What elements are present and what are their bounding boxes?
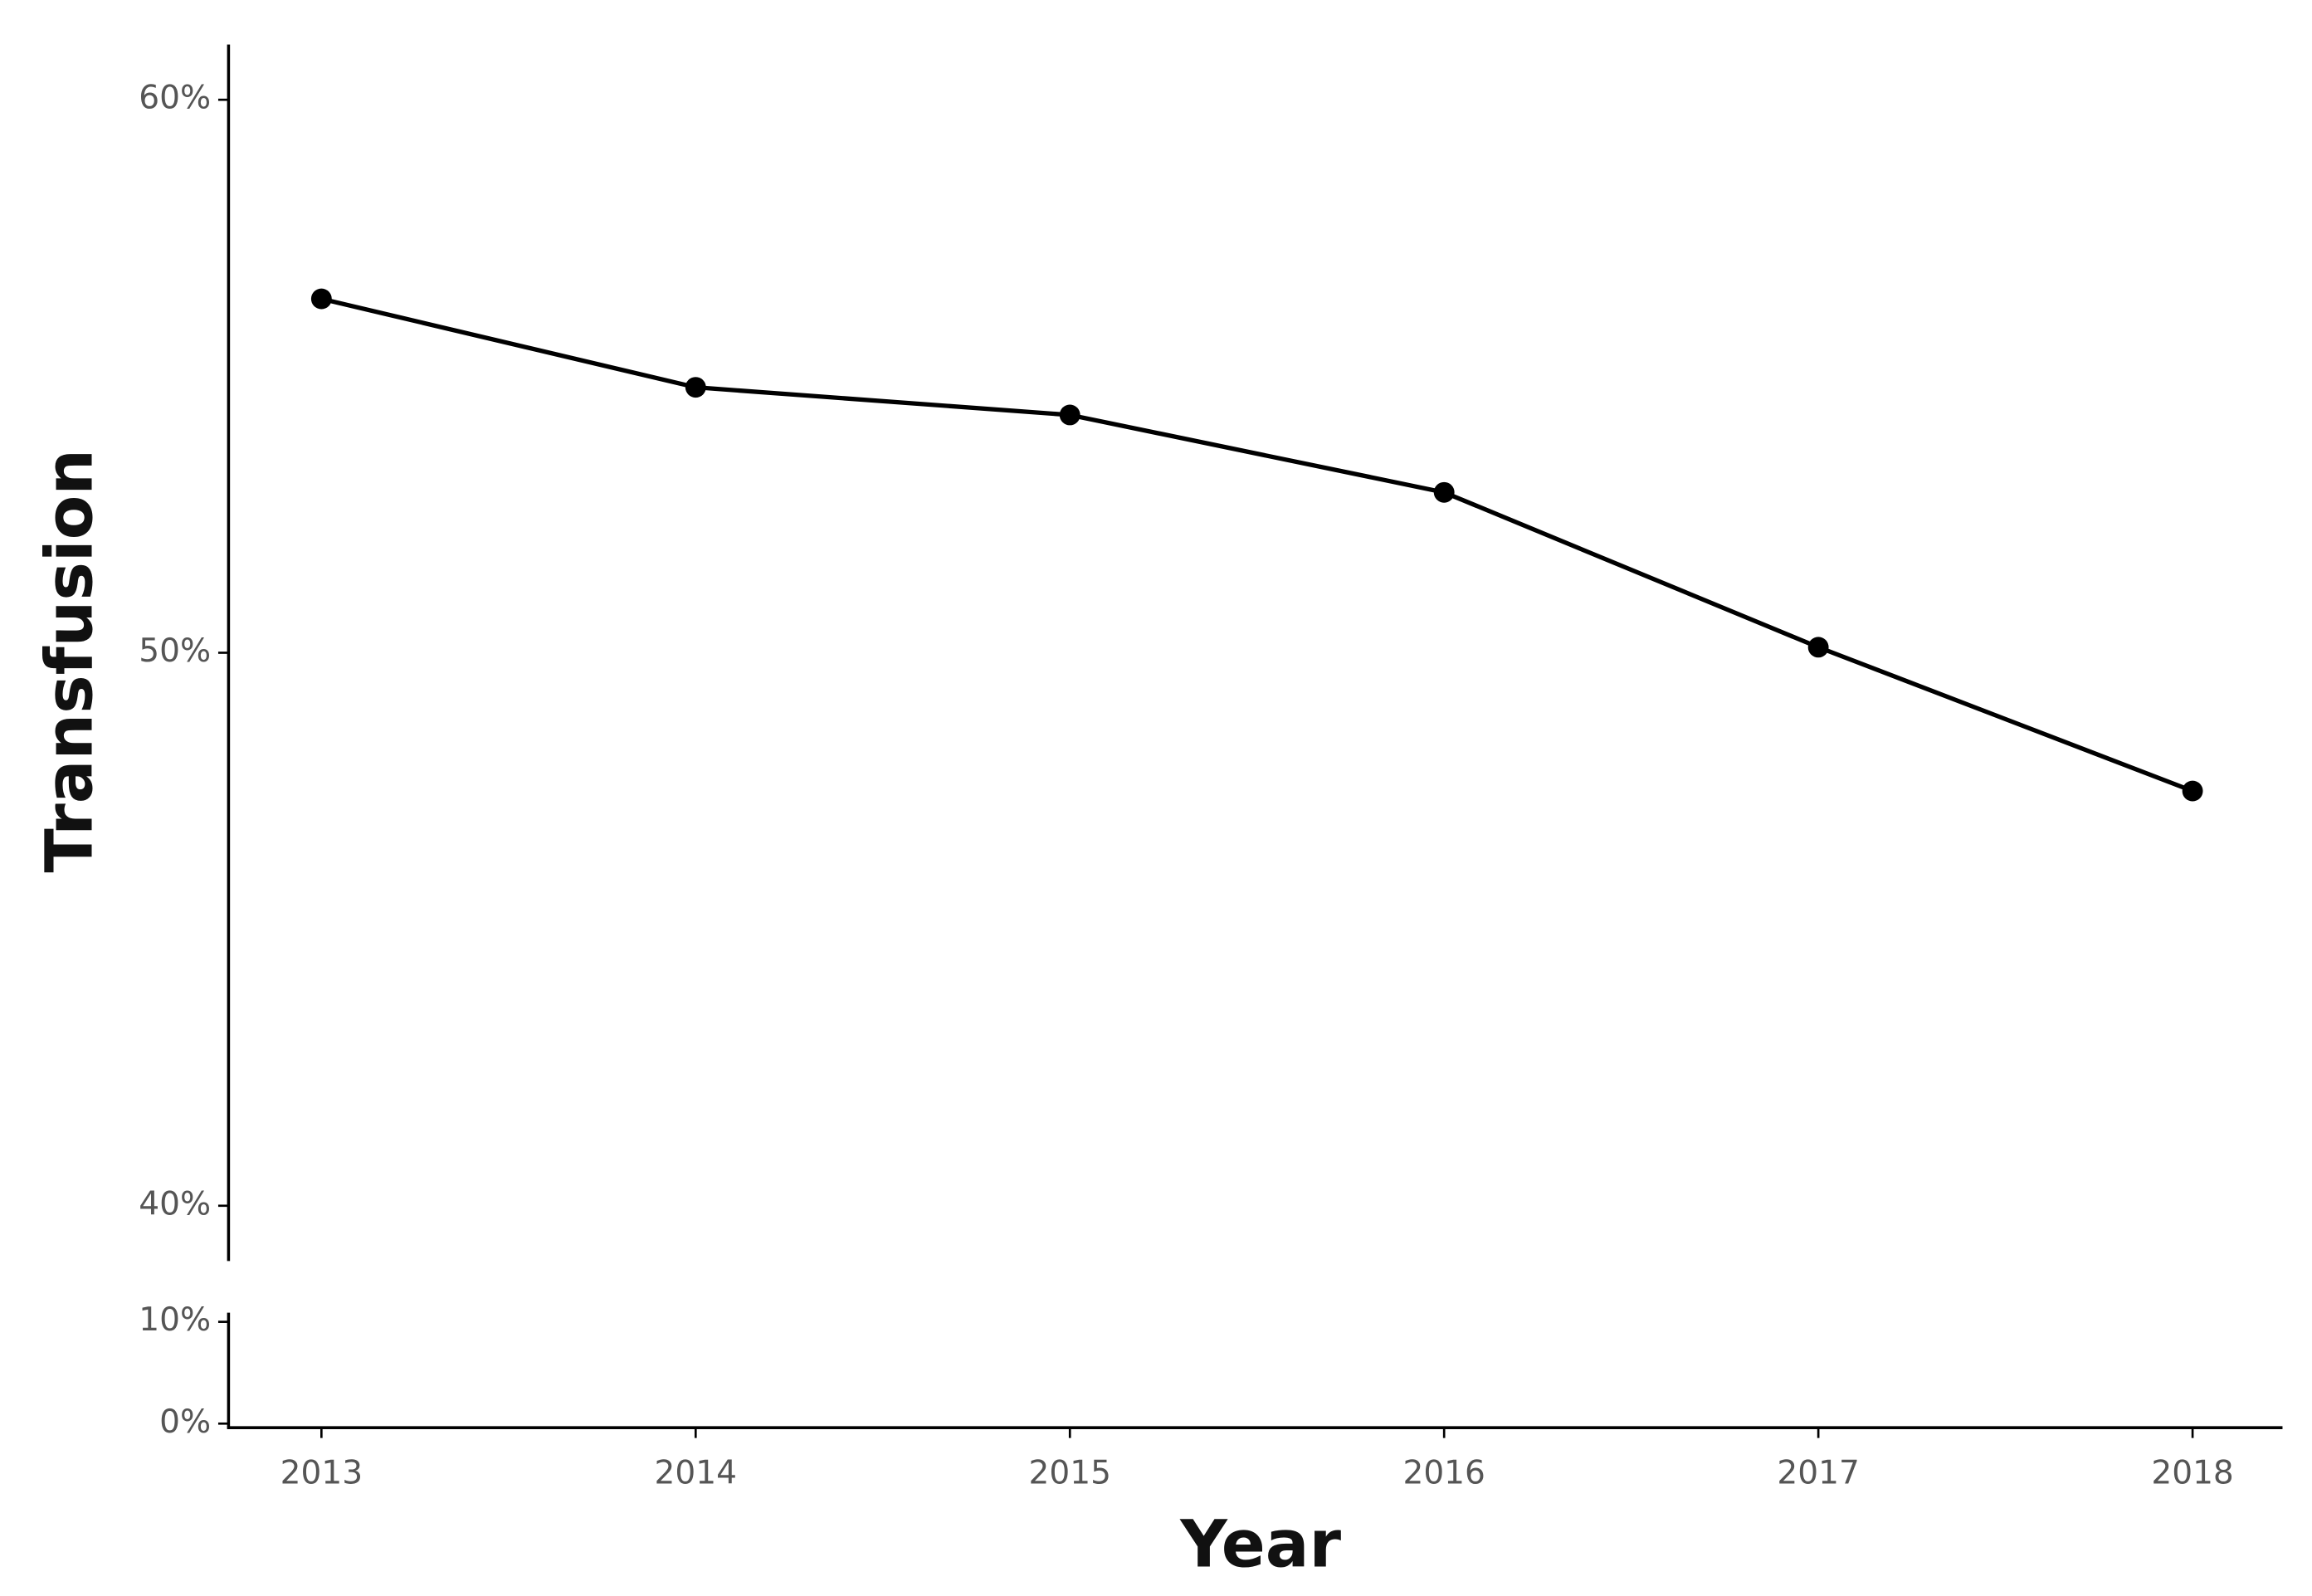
x-tick-label: 2013 [280, 1455, 363, 1492]
y-tick-label: 10% [139, 1301, 211, 1339]
y-tick-label: 0% [159, 1403, 211, 1441]
point [1807, 637, 1829, 658]
point [1059, 404, 1080, 426]
x-axis-title: Year [1179, 1506, 1341, 1582]
x-tick-label: 2015 [1029, 1455, 1111, 1492]
point [685, 377, 706, 398]
y-tick-label: 60% [139, 80, 211, 117]
line [320, 296, 2194, 793]
x-tick-label: 2014 [655, 1455, 737, 1492]
y-tick-label: 40% [139, 1185, 211, 1223]
x-tick-label: 2016 [1402, 1455, 1485, 1492]
y-axis-title: Transfusion [32, 449, 107, 872]
point [2182, 780, 2203, 802]
point [310, 288, 332, 310]
x-tick-label: 2017 [1777, 1455, 1859, 1492]
x-tick-label: 2018 [2151, 1455, 2233, 1492]
y-tick-label: 50% [139, 632, 211, 670]
point [1433, 481, 1455, 503]
